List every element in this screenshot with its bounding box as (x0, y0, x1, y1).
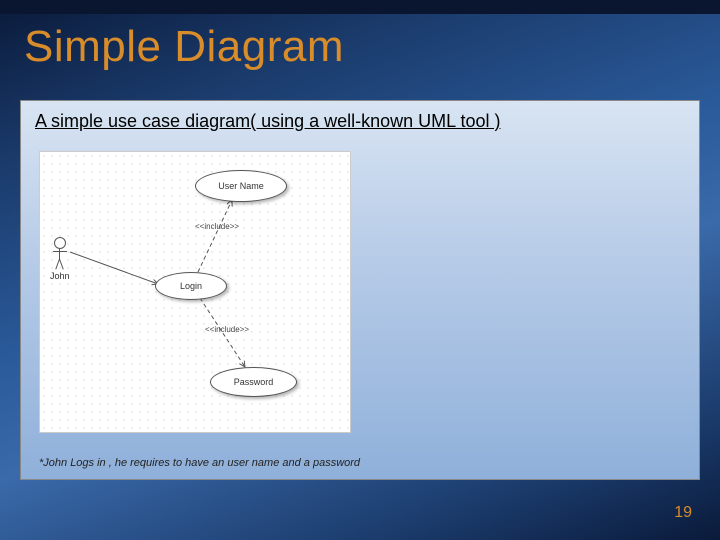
slide-title: Simple Diagram (24, 22, 344, 72)
edge (198, 200, 232, 272)
uml-diagram: John User Name Login Password <<include>> <<i… (39, 151, 351, 433)
actor-john: John (50, 237, 70, 281)
edge (70, 252, 158, 284)
usecase-uc2: Login (155, 272, 227, 300)
edge-label: <<include>> (195, 222, 239, 231)
slide: Simple Diagram A simple use case diagram… (0, 0, 720, 540)
caption: *John Logs in , he requires to have an u… (39, 457, 360, 469)
actor-label: John (50, 271, 70, 281)
usecase-uc3: Password (210, 367, 297, 397)
edge-label: <<include>> (205, 325, 249, 334)
content-panel: A simple use case diagram( using a well-… (20, 100, 700, 480)
top-bar (0, 0, 720, 14)
page-number: 19 (674, 504, 692, 522)
usecase-uc1: User Name (195, 170, 287, 202)
subtitle: A simple use case diagram( using a well-… (35, 111, 685, 132)
